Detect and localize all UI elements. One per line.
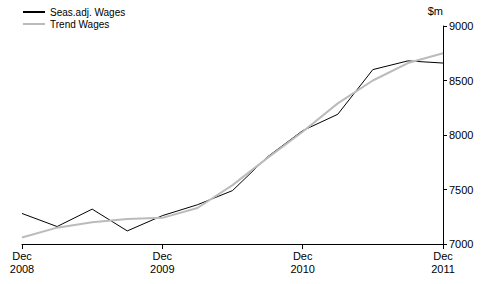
svg-text:Seas.adj. Wages: Seas.adj. Wages: [50, 7, 125, 18]
svg-text:8500: 8500: [449, 75, 473, 87]
svg-text:Dec: Dec: [12, 250, 32, 262]
svg-text:7000: 7000: [449, 238, 473, 250]
svg-text:2009: 2009: [150, 263, 174, 275]
svg-text:7500: 7500: [449, 184, 473, 196]
svg-text:2008: 2008: [10, 263, 34, 275]
svg-text:Dec: Dec: [153, 250, 173, 262]
svg-text:2010: 2010: [290, 263, 314, 275]
svg-text:Trend Wages: Trend Wages: [50, 19, 109, 30]
svg-text:Dec: Dec: [293, 250, 313, 262]
svg-text:$m: $m: [428, 5, 443, 17]
svg-text:2011: 2011: [431, 263, 455, 275]
svg-text:8000: 8000: [449, 129, 473, 141]
svg-text:Dec: Dec: [433, 250, 453, 262]
svg-text:9000: 9000: [449, 20, 473, 32]
